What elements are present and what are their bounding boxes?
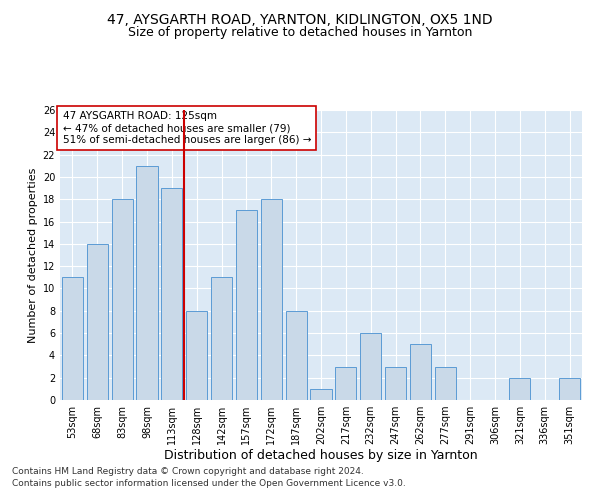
Bar	[559, 378, 580, 400]
X-axis label: Distribution of detached houses by size in Yarnton: Distribution of detached houses by size …	[164, 448, 478, 462]
Bar	[335, 366, 356, 400]
Bar	[211, 278, 232, 400]
Bar	[410, 344, 431, 400]
Bar	[87, 244, 108, 400]
Bar	[161, 188, 182, 400]
Bar	[136, 166, 158, 400]
Text: Contains public sector information licensed under the Open Government Licence v3: Contains public sector information licen…	[12, 478, 406, 488]
Bar	[62, 278, 83, 400]
Bar	[509, 378, 530, 400]
Bar	[261, 199, 282, 400]
Text: Contains HM Land Registry data © Crown copyright and database right 2024.: Contains HM Land Registry data © Crown c…	[12, 467, 364, 476]
Text: 47, AYSGARTH ROAD, YARNTON, KIDLINGTON, OX5 1ND: 47, AYSGARTH ROAD, YARNTON, KIDLINGTON, …	[107, 12, 493, 26]
Bar	[286, 311, 307, 400]
Y-axis label: Number of detached properties: Number of detached properties	[28, 168, 38, 342]
Bar	[112, 199, 133, 400]
Bar	[385, 366, 406, 400]
Bar	[435, 366, 456, 400]
Text: 47 AYSGARTH ROAD: 125sqm
← 47% of detached houses are smaller (79)
51% of semi-d: 47 AYSGARTH ROAD: 125sqm ← 47% of detach…	[62, 112, 311, 144]
Bar	[236, 210, 257, 400]
Bar	[360, 333, 381, 400]
Text: Size of property relative to detached houses in Yarnton: Size of property relative to detached ho…	[128, 26, 472, 39]
Bar	[310, 389, 332, 400]
Bar	[186, 311, 207, 400]
